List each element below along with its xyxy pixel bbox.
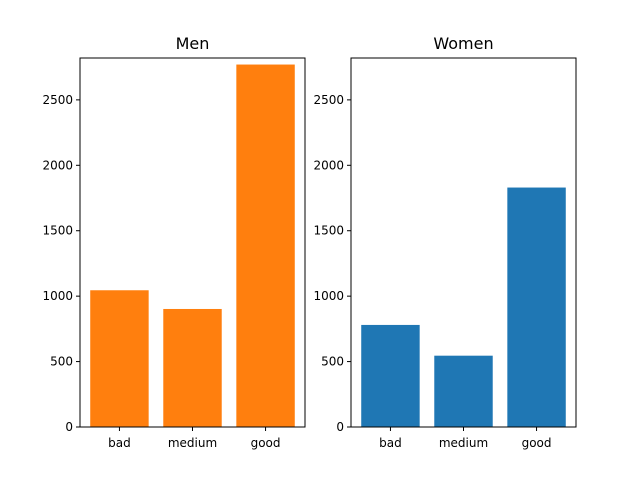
men-plot-frame (79, 57, 306, 428)
women-y-tick-label: 2000 (313, 158, 344, 172)
women-y-tick-label: 500 (321, 355, 344, 369)
men-y-axis: 0 500 1000 1500 2000 2500 (42, 93, 80, 434)
men-chart-title: Men (176, 34, 210, 53)
men-x-tick-label: medium (168, 436, 217, 450)
women-chart-title: Women (433, 34, 493, 53)
women-x-tick-label: medium (439, 436, 488, 450)
men-y-tick-label: 1000 (42, 289, 73, 303)
men-x-tick-label: good (251, 436, 281, 450)
men-x-axis: bad medium good (108, 427, 281, 450)
women-y-tick-label: 2500 (313, 93, 344, 107)
women-y-tick-label: 1000 (313, 289, 344, 303)
men-bar-good (236, 64, 295, 428)
women-bars (361, 187, 566, 427)
men-y-tick-label: 1500 (42, 224, 73, 238)
men-y-tick-label: 500 (50, 355, 73, 369)
men-y-tick-label: 2500 (42, 93, 73, 107)
women-bar-good (507, 187, 566, 427)
women-x-axis: bad medium good (379, 427, 552, 450)
women-bar-bad (361, 324, 420, 427)
men-bar-medium (163, 308, 222, 427)
women-plot-frame (350, 57, 577, 428)
men-x-tick-label: bad (108, 436, 131, 450)
men-bar-bad (90, 290, 149, 427)
women-chart-panel: Women 0 500 1000 1500 2000 2500 bad medium good (313, 34, 577, 450)
women-x-tick-label: good (522, 436, 552, 450)
women-y-tick-label: 0 (336, 420, 344, 434)
men-y-tick-label: 0 (65, 420, 73, 434)
men-chart-panel: Men 0 500 1000 1500 2000 2500 bad medium good (42, 34, 306, 450)
women-y-tick-label: 1500 (313, 224, 344, 238)
women-y-axis: 0 500 1000 1500 2000 2500 (313, 93, 351, 434)
women-x-tick-label: bad (379, 436, 402, 450)
men-bars (90, 64, 295, 428)
men-y-tick-label: 2000 (42, 158, 73, 172)
women-bar-medium (434, 355, 493, 427)
